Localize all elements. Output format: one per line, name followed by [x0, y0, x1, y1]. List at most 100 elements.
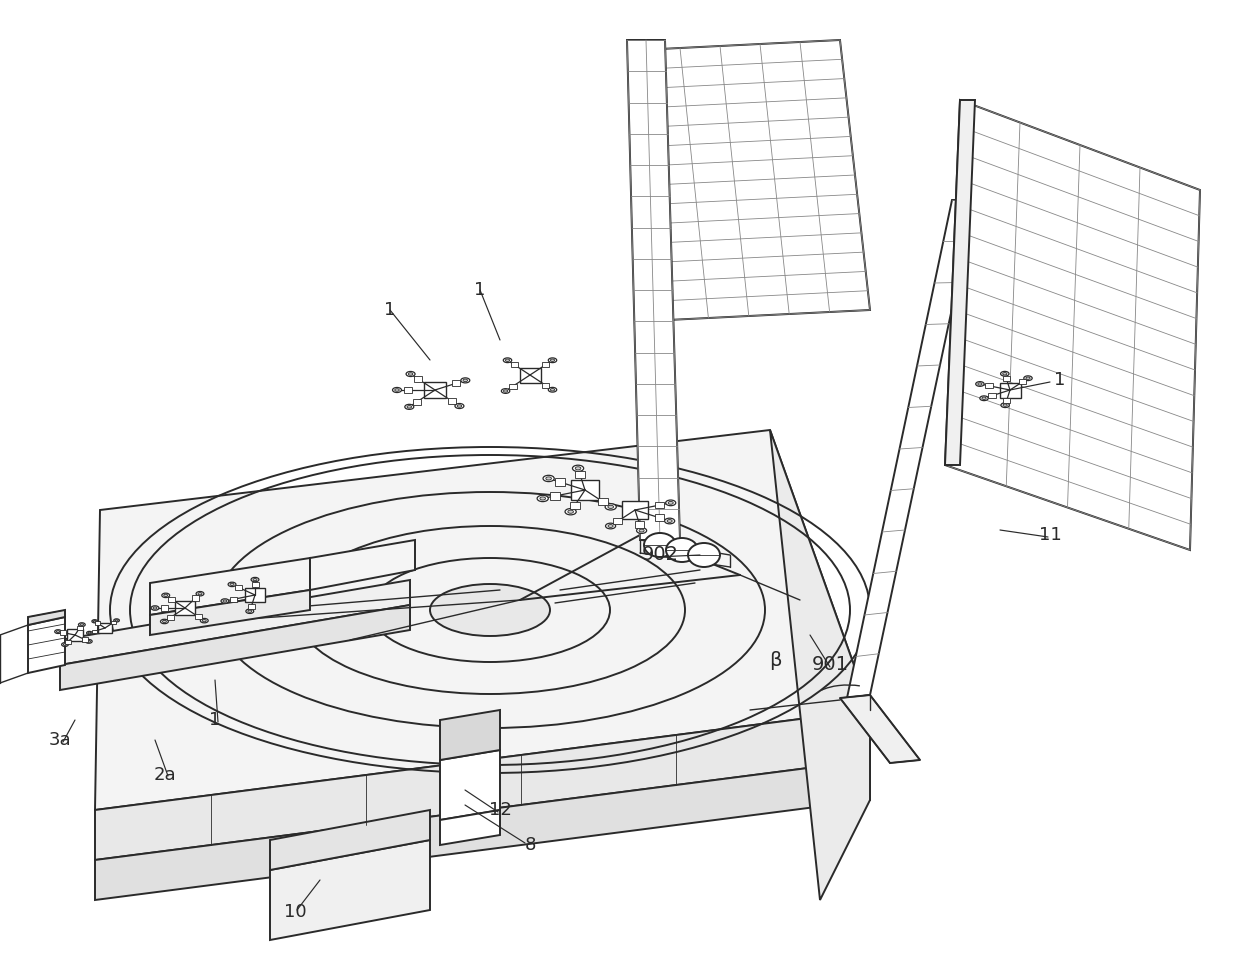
Ellipse shape [395, 389, 399, 391]
Polygon shape [1002, 398, 1010, 403]
Ellipse shape [198, 593, 202, 594]
Ellipse shape [62, 643, 68, 647]
Polygon shape [452, 380, 460, 386]
Polygon shape [555, 479, 565, 485]
Ellipse shape [502, 389, 509, 394]
Ellipse shape [637, 528, 647, 534]
Ellipse shape [1001, 402, 1010, 407]
Ellipse shape [164, 594, 167, 596]
Polygon shape [440, 710, 501, 760]
Polygon shape [92, 630, 97, 633]
Polygon shape [985, 383, 992, 389]
Polygon shape [77, 625, 83, 630]
Ellipse shape [668, 502, 673, 505]
Polygon shape [571, 480, 598, 500]
Ellipse shape [572, 465, 584, 472]
Ellipse shape [406, 372, 415, 376]
Polygon shape [110, 620, 115, 624]
Polygon shape [414, 376, 422, 382]
Polygon shape [195, 615, 202, 620]
Polygon shape [510, 362, 518, 368]
Polygon shape [945, 100, 975, 465]
Ellipse shape [87, 631, 92, 635]
Polygon shape [655, 502, 664, 509]
Polygon shape [270, 840, 430, 940]
Text: 1: 1 [1054, 371, 1066, 389]
Polygon shape [230, 596, 238, 602]
Text: 11: 11 [1038, 526, 1062, 544]
Ellipse shape [253, 578, 256, 581]
Polygon shape [150, 558, 310, 615]
Polygon shape [570, 502, 580, 509]
Polygon shape [67, 629, 83, 641]
Ellipse shape [549, 358, 556, 363]
Ellipse shape [57, 631, 59, 633]
Polygon shape [175, 601, 195, 615]
Ellipse shape [1004, 404, 1007, 406]
Ellipse shape [575, 467, 581, 470]
Ellipse shape [549, 387, 556, 392]
Polygon shape [245, 588, 265, 602]
Ellipse shape [1002, 372, 1007, 375]
Ellipse shape [154, 607, 157, 609]
Ellipse shape [1023, 375, 1032, 380]
Polygon shape [150, 590, 310, 635]
Ellipse shape [248, 610, 252, 613]
Ellipse shape [114, 619, 119, 622]
Ellipse shape [405, 404, 414, 409]
Text: 1: 1 [384, 301, 395, 319]
Text: β: β [768, 650, 782, 670]
Polygon shape [28, 610, 64, 625]
Polygon shape [622, 501, 648, 519]
Text: 2a: 2a [154, 766, 176, 784]
Ellipse shape [664, 518, 675, 524]
Polygon shape [28, 617, 64, 673]
Ellipse shape [978, 383, 983, 385]
Polygon shape [509, 383, 517, 389]
Polygon shape [252, 582, 259, 587]
Ellipse shape [223, 600, 227, 602]
Polygon shape [598, 498, 608, 506]
Ellipse shape [1026, 377, 1030, 379]
Ellipse shape [221, 599, 229, 603]
Ellipse shape [228, 582, 235, 587]
Polygon shape [840, 695, 921, 763]
Ellipse shape [667, 519, 673, 522]
Polygon shape [61, 630, 66, 635]
Polygon shape [541, 362, 550, 368]
Polygon shape [449, 399, 456, 404]
Ellipse shape [567, 510, 574, 513]
Polygon shape [59, 605, 410, 690]
Ellipse shape [608, 525, 613, 528]
Ellipse shape [503, 358, 512, 363]
Ellipse shape [461, 378, 470, 383]
Ellipse shape [550, 389, 555, 391]
Ellipse shape [162, 620, 166, 622]
Ellipse shape [543, 476, 554, 482]
Polygon shape [1002, 376, 1010, 381]
Polygon shape [440, 810, 501, 845]
Ellipse shape [606, 523, 616, 529]
Text: 3a: 3a [48, 731, 72, 749]
Polygon shape [59, 580, 410, 665]
Polygon shape [248, 604, 255, 609]
Ellipse shape [688, 543, 720, 567]
Text: 12: 12 [488, 801, 512, 819]
Ellipse shape [546, 477, 551, 480]
Ellipse shape [980, 396, 989, 400]
Ellipse shape [63, 644, 67, 646]
Polygon shape [404, 387, 413, 393]
Text: 1: 1 [475, 281, 486, 299]
Ellipse shape [983, 397, 986, 400]
Ellipse shape [430, 584, 550, 636]
Polygon shape [847, 200, 975, 698]
Polygon shape [987, 393, 996, 399]
Polygon shape [641, 40, 870, 320]
Ellipse shape [93, 620, 97, 622]
Ellipse shape [639, 529, 644, 532]
Text: 10: 10 [284, 903, 306, 921]
Polygon shape [95, 760, 870, 900]
Ellipse shape [161, 620, 169, 623]
Polygon shape [1000, 382, 1021, 398]
Ellipse shape [538, 495, 549, 502]
